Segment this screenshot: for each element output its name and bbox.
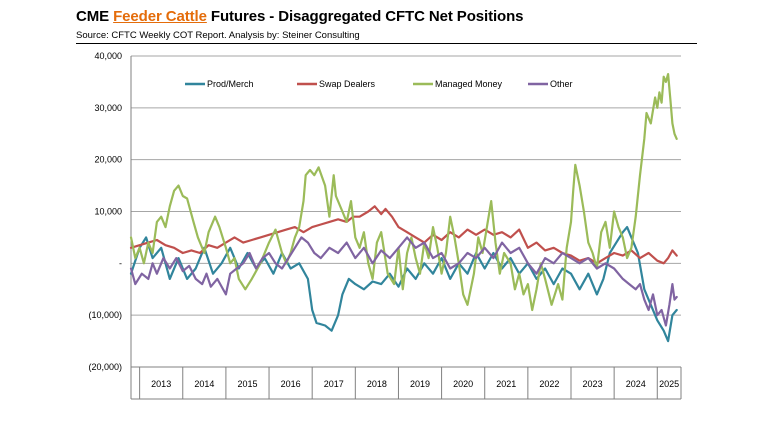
legend-label: Managed Money	[435, 79, 503, 89]
y-tick-label: 20,000	[94, 155, 122, 165]
chart-source-note: Source: CFTC Weekly COT Report. Analysis…	[76, 30, 360, 41]
legend-label: Swap Dealers	[319, 79, 376, 89]
x-tick-label: 2014	[194, 379, 214, 389]
x-tick-label: 2020	[453, 379, 473, 389]
x-tick-label: 2013	[151, 379, 171, 389]
legend-label: Prod/Merch	[207, 79, 254, 89]
y-tick-label: (10,000)	[88, 310, 122, 320]
y-tick-label: 40,000	[94, 51, 122, 61]
legend-label: Other	[550, 79, 573, 89]
title-suffix: Futures - Disaggregated CFTC Net Positio…	[206, 8, 524, 25]
y-tick-label: 10,000	[94, 207, 122, 217]
title-divider	[76, 43, 697, 44]
title-highlight-link[interactable]: Feeder Cattle	[113, 8, 207, 25]
x-tick-label: 2021	[496, 379, 516, 389]
x-tick-label: 2023	[583, 379, 603, 389]
title-prefix: CME	[76, 8, 114, 25]
series-line-managed-money	[129, 73, 678, 312]
x-tick-label: 2018	[367, 379, 387, 389]
series-line-other	[129, 236, 678, 327]
x-tick-label: 2024	[626, 379, 646, 389]
x-tick-label: 2022	[539, 379, 559, 389]
y-tick-label: -	[119, 258, 122, 268]
y-tick-label: (20,000)	[88, 362, 122, 372]
series-line-swap-dealers	[129, 205, 678, 265]
x-tick-label: 2019	[410, 379, 430, 389]
x-tick-label: 2025	[659, 379, 679, 389]
x-tick-label: 2015	[237, 379, 257, 389]
y-tick-label: 30,000	[94, 103, 122, 113]
x-tick-label: 2017	[324, 379, 344, 389]
x-tick-label: 2016	[281, 379, 301, 389]
chart-title: CME Feeder Cattle Futures - Disaggregate…	[76, 8, 524, 25]
series-line-prod-merch	[129, 226, 678, 343]
